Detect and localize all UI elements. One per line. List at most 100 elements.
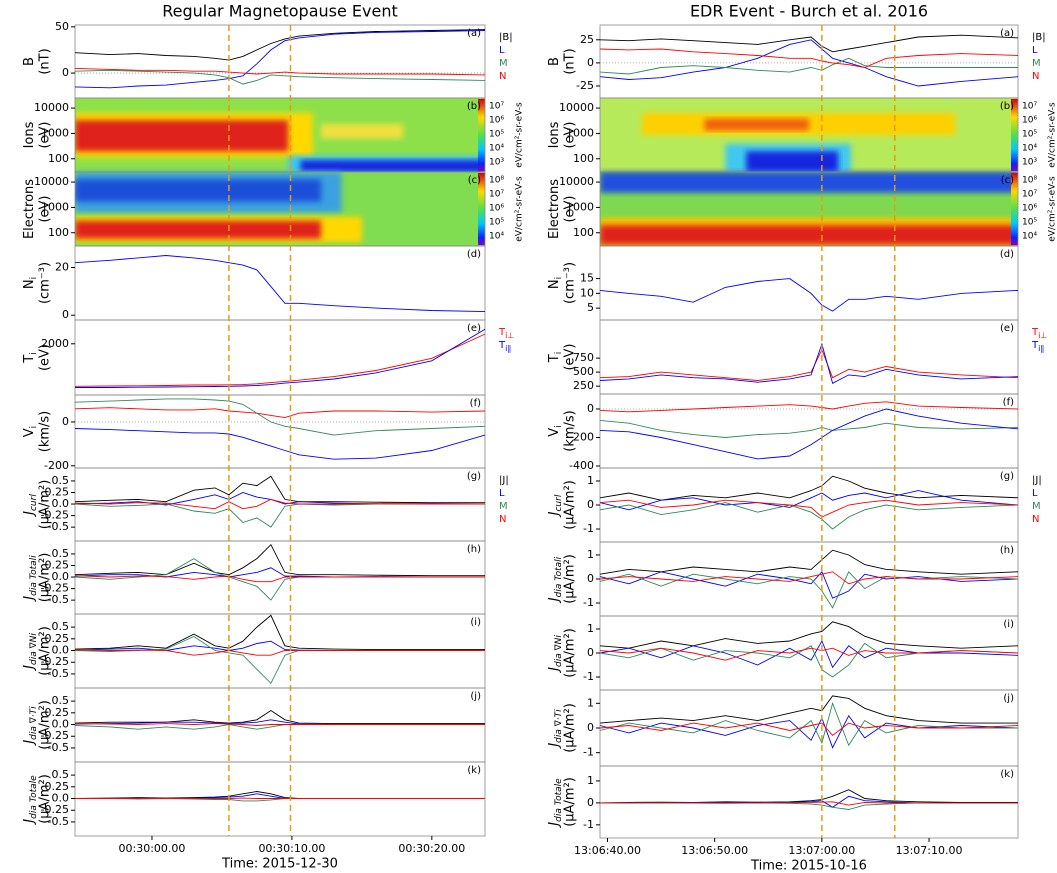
y-tick-label: 10	[580, 286, 594, 299]
series-line	[599, 571, 1019, 585]
y-tick-label: 0.0	[52, 718, 70, 731]
series-line	[74, 649, 485, 656]
y-tick-label: -0.25	[41, 729, 69, 742]
y-axis-label-main: J	[547, 743, 562, 750]
legend-name: T	[1031, 340, 1039, 351]
panel-frame	[74, 24, 486, 99]
y-axis-unit: (μA/m²)	[38, 626, 53, 676]
y-axis-label-sub: curl	[554, 494, 564, 511]
y-axis-label-sub: i	[554, 352, 564, 355]
panel-label: (h)	[1000, 545, 1014, 556]
spectrogram-image	[75, 98, 485, 172]
panel-label: (d)	[467, 249, 481, 260]
y-tick-label: 1000	[41, 126, 69, 139]
y-axis-unit: (nT)	[38, 48, 53, 74]
legend-name: T	[1031, 327, 1039, 338]
y-axis-label: Ni	[22, 277, 39, 289]
y-axis-unit: (μA/m²)	[563, 777, 578, 827]
y-axis-label-sub: dia ∇·Ti	[29, 706, 39, 740]
panel-frame	[599, 467, 1019, 543]
panel-frame	[74, 467, 486, 542]
y-tick-label: 15	[580, 272, 594, 285]
y-axis-unit: (eV)	[38, 344, 53, 371]
legend-entry: L	[1032, 488, 1038, 499]
panel-label: (b)	[1000, 101, 1014, 112]
y-axis-unit: (μA/m²)	[38, 774, 53, 824]
y-tick-label: -200	[569, 430, 594, 443]
legend-name: M	[1032, 501, 1041, 512]
y-axis-unit: (km/s)	[38, 411, 53, 453]
colorbar-label: 10⁷	[489, 102, 504, 112]
colorbar-unit: eV/cm²-sr-eV-s	[1048, 102, 1057, 168]
spectrogram-region	[75, 120, 289, 152]
panel-label: (f)	[1003, 397, 1014, 408]
y-axis-label-main: V	[547, 428, 562, 437]
colorbar-unit: eV/cm²-sr-eV-s	[515, 102, 525, 168]
series-line	[599, 647, 1019, 661]
y-tick-label: 0.25	[45, 706, 70, 719]
series-line	[599, 34, 1019, 53]
y-axis-label-main: Ions	[547, 121, 562, 148]
x-tick-label: 13:06:50.00	[681, 844, 748, 857]
legend-entry: M	[1032, 501, 1041, 512]
colorbar-label: 10⁶	[1022, 116, 1037, 126]
y-axis-label-main: B	[22, 57, 37, 66]
colorbar-label: 10⁸	[489, 176, 504, 186]
series-line	[599, 48, 1019, 68]
y-tick-label: 10000	[559, 101, 594, 114]
y-tick-label: 0	[587, 646, 594, 659]
y-axis-unit: (eV)	[38, 121, 53, 148]
colorbar-label: 10⁶	[489, 204, 504, 214]
panel-label: (c)	[1001, 175, 1014, 186]
y-axis-label-sub: curl	[29, 494, 39, 511]
y-tick-label: -0.5	[48, 741, 69, 754]
legend-name: M	[499, 58, 508, 69]
legend-sub: i∥	[505, 344, 511, 353]
spectrogram-region	[300, 160, 485, 172]
y-axis-unit: (nT)	[563, 48, 578, 74]
spectrogram-region	[75, 220, 321, 239]
series-line	[599, 39, 1019, 87]
legend-name: |J|	[499, 475, 509, 486]
colorbar	[1011, 99, 1018, 171]
y-axis-label: Jdia Totale	[22, 775, 39, 826]
y-axis-unit: (μA/m²)	[563, 480, 578, 530]
series-line	[599, 722, 1019, 737]
colorbar-label: 10⁵	[1022, 218, 1037, 228]
spectrogram-region	[746, 151, 839, 172]
spectrogram-image	[600, 98, 1018, 172]
series-line	[599, 408, 1019, 460]
series-line	[599, 621, 1019, 649]
colorbar-label: 10⁶	[489, 116, 504, 126]
y-tick-label: -1	[583, 670, 594, 683]
y-tick-label: 0	[587, 796, 594, 809]
legend-sub: i⊥	[505, 331, 514, 340]
y-tick-label: 0.25	[45, 632, 70, 645]
y-tick-label: 100	[573, 152, 594, 165]
legend-name: T	[498, 340, 506, 351]
series-line	[74, 503, 485, 528]
y-tick-label: 0.5	[52, 694, 70, 707]
series-line	[599, 278, 1019, 312]
legend-entry: L	[499, 488, 505, 499]
y-axis-label: Jcurl	[22, 494, 39, 518]
series-line	[599, 802, 1018, 810]
y-tick-label: 0	[587, 498, 594, 511]
y-tick-label: 500	[573, 365, 594, 378]
colorbar-label: 10⁷	[1022, 190, 1037, 200]
y-axis-label: B	[22, 57, 37, 66]
legend-name: N	[499, 71, 506, 82]
legend-entry: |J|	[499, 475, 509, 486]
y-tick-label: 0.5	[52, 620, 70, 633]
series-line	[74, 723, 485, 726]
x-tick-label: 00:30:10.00	[258, 842, 325, 855]
x-axis-label: Time: 2015-10-16	[750, 859, 867, 873]
panel-label: (k)	[467, 765, 481, 776]
y-axis-unit: (eV)	[563, 121, 578, 148]
series-line	[599, 639, 1019, 669]
series-line	[599, 419, 1019, 438]
y-axis-label: Electrons	[22, 179, 37, 239]
y-axis-label: Jdia Totali	[547, 556, 564, 604]
panel-label: (j)	[470, 691, 481, 702]
y-axis-label: Vi	[547, 425, 564, 436]
